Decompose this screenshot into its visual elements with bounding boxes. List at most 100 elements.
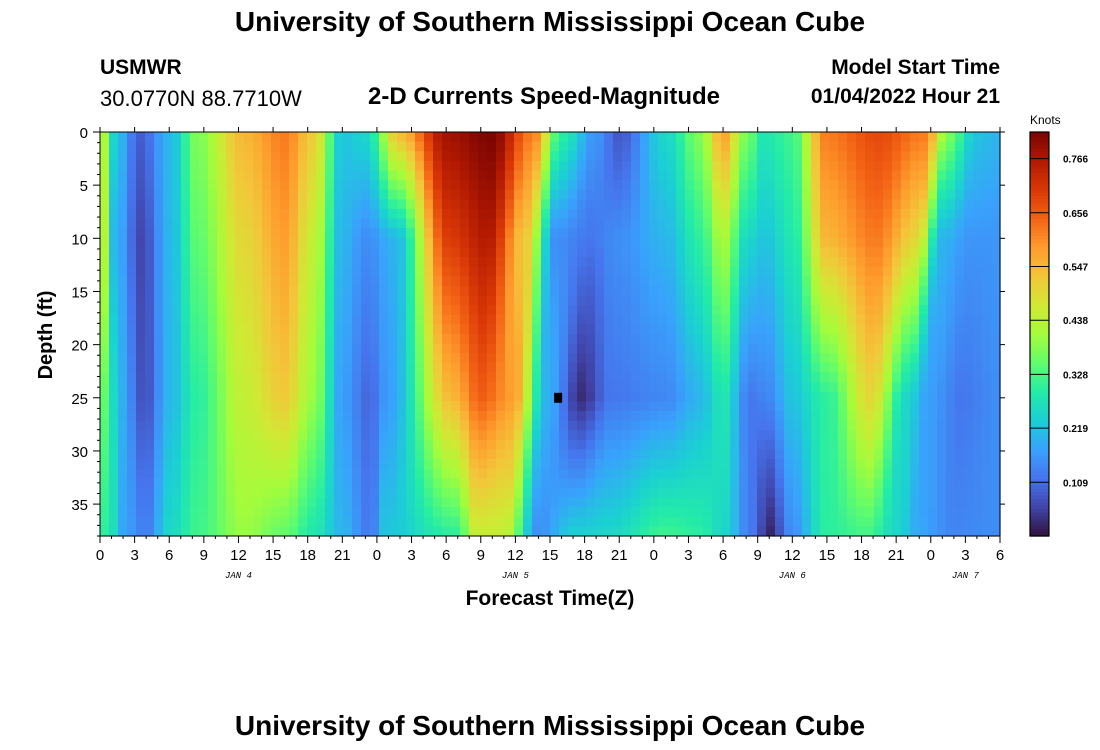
heatmap-cell xyxy=(370,189,380,200)
heatmap-cell xyxy=(856,170,866,181)
heatmap-cell xyxy=(307,468,317,479)
heatmap-cell xyxy=(253,410,263,422)
heatmap-cell xyxy=(505,295,515,306)
heatmap-cell xyxy=(523,468,533,479)
colorbar-segment xyxy=(1030,290,1049,295)
heatmap-cell xyxy=(874,218,884,229)
heatmap-cell xyxy=(118,295,128,306)
heatmap-cell xyxy=(685,132,695,143)
heatmap-cell xyxy=(991,199,1001,210)
heatmap-cell xyxy=(739,218,749,229)
heatmap-cell xyxy=(469,180,479,191)
heatmap-cell xyxy=(352,372,362,383)
heatmap-cell xyxy=(208,218,218,229)
heatmap-cell xyxy=(784,382,794,393)
heatmap-cell xyxy=(541,180,551,191)
heatmap-cell xyxy=(235,266,245,277)
heatmap-cell xyxy=(244,237,254,249)
heatmap-cell xyxy=(892,228,902,239)
heatmap-cell xyxy=(919,343,929,354)
heatmap-cell xyxy=(280,160,290,172)
heatmap-cell xyxy=(730,459,740,470)
heatmap-cell xyxy=(640,487,650,499)
heatmap-cell xyxy=(739,410,749,422)
heatmap-cell xyxy=(550,141,560,152)
heatmap-cell xyxy=(865,439,875,451)
heatmap-cell xyxy=(703,314,713,325)
heatmap-cell xyxy=(172,228,182,239)
heatmap-cell xyxy=(667,199,677,210)
heatmap-cell xyxy=(451,228,461,239)
heatmap-cell xyxy=(892,237,902,249)
heatmap-cell xyxy=(910,478,920,489)
heatmap-cell xyxy=(136,362,146,374)
heatmap-cell xyxy=(703,507,713,518)
heatmap-cell xyxy=(928,353,938,364)
heatmap-cell xyxy=(424,507,434,518)
heatmap-cell xyxy=(649,343,659,354)
heatmap-cell xyxy=(694,526,704,537)
heatmap-cell xyxy=(604,459,614,470)
colorbar-segment xyxy=(1030,337,1049,342)
heatmap-cell xyxy=(487,362,497,374)
heatmap-cell xyxy=(451,362,461,374)
heatmap-cell xyxy=(622,208,632,220)
heatmap-cell xyxy=(676,170,686,181)
heatmap-cell xyxy=(703,526,713,537)
heatmap-cell xyxy=(721,180,731,191)
heatmap-cell xyxy=(154,353,164,364)
heatmap-cell xyxy=(730,132,740,143)
heatmap-cell xyxy=(703,343,713,354)
heatmap-cell xyxy=(640,439,650,451)
heatmap-cell xyxy=(766,362,776,374)
heatmap-cell xyxy=(658,353,668,364)
heatmap-cell xyxy=(469,401,479,412)
heatmap-cell xyxy=(982,314,992,325)
heatmap-cell xyxy=(442,160,452,172)
heatmap-cell xyxy=(667,430,677,441)
heatmap-cell xyxy=(379,478,389,489)
heatmap-cell xyxy=(946,266,956,277)
heatmap-cell xyxy=(820,189,830,200)
heatmap-cell xyxy=(325,362,335,374)
heatmap-cell xyxy=(100,401,110,412)
heatmap-cell xyxy=(694,295,704,306)
heatmap-cell xyxy=(316,266,326,277)
heatmap-cell xyxy=(550,362,560,374)
heatmap-cell xyxy=(505,160,515,172)
heatmap-cell xyxy=(271,247,281,258)
heatmap-cell xyxy=(118,382,128,393)
heatmap-cell xyxy=(784,516,794,527)
heatmap-cell xyxy=(982,343,992,354)
heatmap-cell xyxy=(244,401,254,412)
heatmap-cell xyxy=(946,430,956,441)
heatmap-cell xyxy=(361,449,371,460)
heatmap-cell xyxy=(730,401,740,412)
heatmap-cell xyxy=(253,295,263,306)
heatmap-cell xyxy=(136,468,146,479)
heatmap-cell xyxy=(730,382,740,393)
heatmap-cell xyxy=(253,208,263,220)
heatmap-cell xyxy=(865,160,875,172)
heatmap-cell xyxy=(217,526,227,537)
heatmap-cell xyxy=(217,353,227,364)
heatmap-cell xyxy=(127,189,137,200)
heatmap-cell xyxy=(964,343,974,354)
heatmap-cell xyxy=(784,305,794,316)
heatmap-cell xyxy=(145,257,155,268)
heatmap-cell xyxy=(973,391,983,402)
heatmap-cell xyxy=(262,237,272,249)
heatmap-cell xyxy=(208,343,218,354)
heatmap-cell xyxy=(937,141,947,152)
heatmap-cell xyxy=(271,141,281,152)
heatmap-cell xyxy=(712,497,722,508)
heatmap-cell xyxy=(451,295,461,306)
heatmap-cell xyxy=(577,391,587,402)
heatmap-cell xyxy=(748,170,758,181)
heatmap-cell xyxy=(334,430,344,441)
heatmap-cell xyxy=(271,410,281,422)
heatmap-cell xyxy=(514,141,524,152)
heatmap-cell xyxy=(460,353,470,364)
heatmap-cell xyxy=(226,170,236,181)
